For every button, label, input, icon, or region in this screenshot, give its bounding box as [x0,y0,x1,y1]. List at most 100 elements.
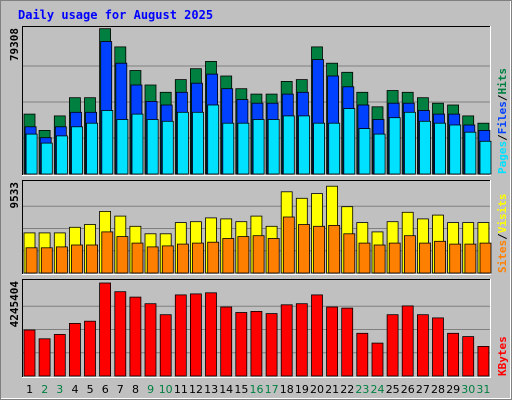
bar-kbytes-7 [114,291,127,377]
bar-pages-1 [25,133,38,175]
bar-pages-5 [86,122,98,175]
x-tick-label: 13 [204,383,218,396]
bar-kbytes-24 [371,342,384,377]
bar-sites-29 [449,243,462,274]
bar-pages-25 [388,117,401,175]
bar-kbytes-21 [326,306,339,377]
x-tick-label: 12 [189,383,203,396]
bar-pages-28 [434,122,447,175]
bar-pages-6 [101,110,114,175]
bar-kbytes-14 [220,306,233,377]
bar-sites-22 [343,233,356,274]
bar-sites-19 [298,224,310,274]
x-tick-label: 7 [117,383,124,396]
x-tick-label: 19 [295,383,309,396]
bar-pages-19 [298,115,310,175]
bar-kbytes-31 [477,345,490,377]
bar-sites-27 [419,242,431,274]
bar-sites-2 [40,247,53,274]
bar-pages-7 [116,119,129,175]
bar-sites-31 [479,242,492,274]
x-tick-label: 26 [401,383,415,396]
bar-sites-16 [252,235,265,274]
bar-sites-14 [222,238,235,274]
bar-kbytes-4 [69,322,81,377]
bar-kbytes-8 [129,296,142,377]
bar-pages-9 [146,119,159,175]
bar-kbytes-30 [462,336,475,377]
bar-pages-15 [237,122,250,175]
bar-kbytes-20 [311,294,323,377]
x-tick-label: 30 [461,383,475,396]
bar-kbytes-28 [432,317,444,377]
bar-sites-13 [207,241,220,274]
bar-pages-13 [207,104,220,175]
bar-pages-23 [358,128,371,175]
bar-sites-17 [267,238,280,274]
x-tick-label: 5 [87,383,94,396]
bar-sites-6 [101,231,114,274]
x-tick-label: 2 [41,383,48,396]
x-tick-label: 31 [476,383,490,396]
legend-labels: KBytes [496,336,509,376]
bar-pages-18 [282,115,295,175]
bar-pages-31 [479,140,492,175]
bar-kbytes-1 [23,329,36,377]
x-tick-label: 17 [265,383,279,396]
series-kbytes [23,282,490,377]
bar-sites-9 [146,246,159,274]
bar-sites-15 [237,236,250,274]
bar-sites-12 [192,242,204,274]
x-tick-label: 18 [280,383,294,396]
x-tick-label: 28 [431,383,445,396]
bar-kbytes-12 [189,293,202,377]
x-tick-label: 22 [340,383,354,396]
bar-sites-26 [403,235,416,274]
legend-separator: / [496,233,509,240]
legend-labels: Pages/Files/Hits [496,68,509,174]
bar-pages-12 [192,111,204,175]
x-tick-label: 4 [72,383,79,396]
bar-pages-14 [222,122,235,175]
bar-pages-27 [419,120,431,175]
bar-sites-3 [56,246,68,274]
bar-pages-4 [71,126,83,175]
legend-files: Files [496,101,509,134]
x-tick-label: 20 [310,383,324,396]
bar-kbytes-15 [235,312,248,377]
legend-visits: Visits [496,194,509,234]
bar-sites-28 [434,240,447,274]
bar-sites-25 [388,242,401,274]
legend-sites: Sites [496,240,509,273]
bar-pages-10 [161,120,174,175]
x-tick-label: 25 [386,383,400,396]
legend-separator: / [496,94,509,101]
bar-kbytes-23 [356,332,369,377]
bar-sites-10 [161,245,174,274]
x-tick-label: 10 [159,383,173,396]
y-max-label: 4245404 [8,281,21,328]
x-tick-label: 6 [102,383,109,396]
bar-kbytes-13 [205,292,217,377]
bar-pages-26 [403,111,416,175]
bar-kbytes-3 [53,333,66,377]
x-tick-label: 9 [147,383,154,396]
bar-sites-11 [176,243,189,274]
bar-kbytes-16 [250,310,263,377]
panel-3: 4245404 KBytes [8,279,509,378]
bar-kbytes-27 [416,314,429,377]
x-axis: 1 2 3 4 5 6 7 8 9 10 11 12 13 14 15 16 17 18 19 20 21 22 23 24 2… [26,383,490,396]
legend-kbytes: KBytes [496,336,509,376]
bar-sites-24 [373,244,386,274]
bar-kbytes-22 [341,307,354,377]
bar-pages-3 [56,135,68,175]
legend-labels: Sites/Visits [496,194,509,274]
bar-sites-1 [25,247,38,274]
bar-kbytes-9 [144,303,157,377]
panel-2: 9533 Sites/Visits [8,180,509,275]
x-tick-label: 8 [132,383,139,396]
bar-kbytes-2 [38,338,51,377]
legend-separator: / [496,134,509,141]
